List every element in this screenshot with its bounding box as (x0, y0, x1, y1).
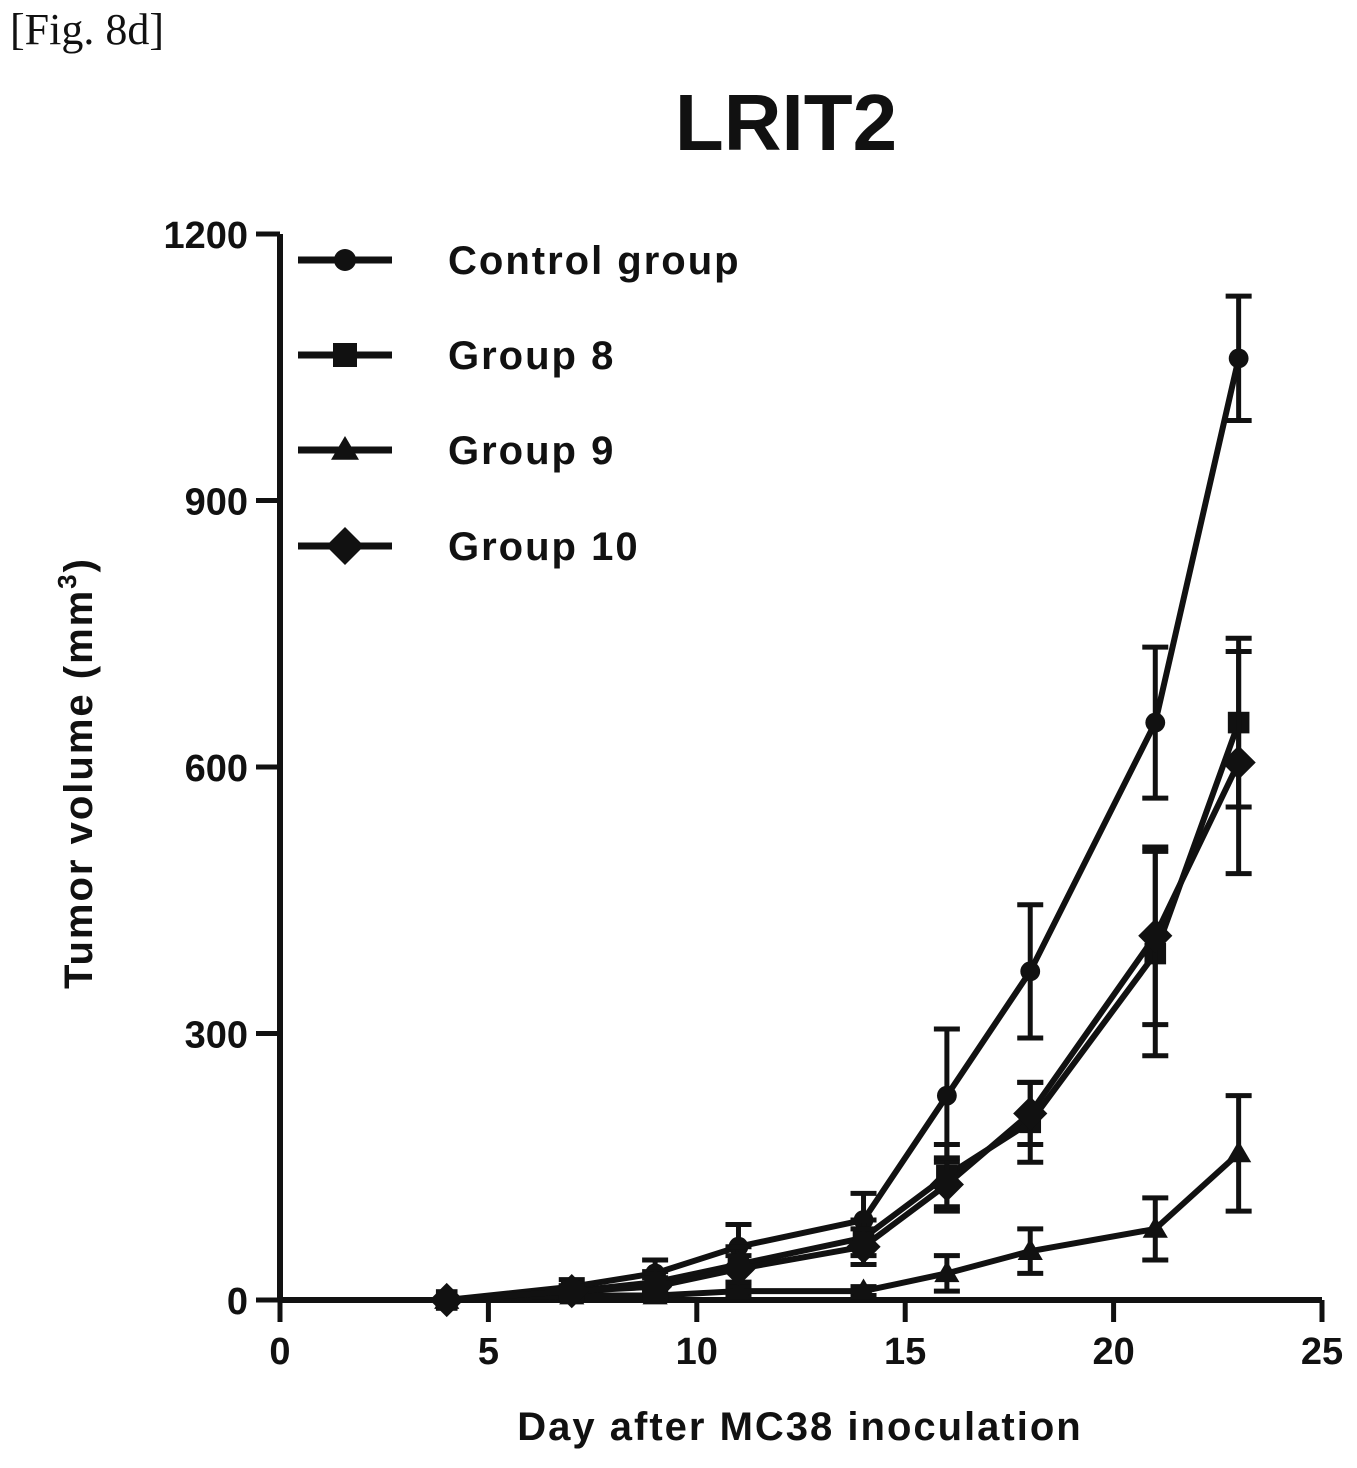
data-point (429, 1282, 464, 1318)
series-layer (429, 293, 1256, 1318)
x-tick-label: 5 (478, 1331, 499, 1373)
figure-label: [Fig. 8d] (10, 5, 164, 54)
legend-entry: Group 9 (298, 429, 615, 473)
series-triangle (434, 1093, 1252, 1309)
y-tick-label: 300 (185, 1015, 248, 1057)
data-point (846, 1229, 881, 1264)
data-point (850, 1278, 877, 1300)
series-diamond (429, 649, 1256, 1318)
legend-marker-circle (334, 249, 356, 271)
y-tick-label: 1200 (163, 215, 248, 257)
chart-title: LRIT2 (675, 78, 897, 167)
legend-entry: Control group (298, 239, 741, 283)
data-point (936, 1085, 957, 1106)
data-point (1228, 348, 1249, 369)
y-axis-title: Tumor volume (mm3) (52, 557, 101, 989)
legend-label: Group 10 (448, 525, 640, 569)
data-point (1013, 1096, 1048, 1131)
legend-label: Group 9 (448, 429, 615, 473)
legend-label: Control group (448, 239, 741, 283)
data-point (638, 1269, 673, 1304)
legend: Control group Group 8 Group 9 Group 10 (298, 239, 741, 569)
legend-marker-diamond (326, 527, 364, 565)
legend-entry: Group 8 (298, 334, 615, 378)
y-tick-label: 900 (185, 482, 248, 524)
data-point (1226, 1140, 1252, 1163)
legend-entry: Group 10 (298, 525, 640, 569)
x-axis-title: Day after MC38 inoculation (517, 1405, 1082, 1449)
data-point (1020, 961, 1041, 982)
legend-marker-triangle (331, 436, 359, 460)
y-axis-title-close: ) (57, 557, 101, 572)
data-point (929, 1167, 964, 1202)
x-tick-label: 20 (1092, 1331, 1134, 1373)
x-tick-label: 0 (269, 1331, 290, 1373)
legend-label: Group 8 (448, 334, 615, 378)
data-point (554, 1274, 589, 1309)
data-point (1142, 1216, 1168, 1238)
data-point (934, 1260, 960, 1283)
y-axis-title-superscript: 3 (52, 572, 82, 588)
data-point (725, 1278, 752, 1300)
legend-marker-square (333, 343, 357, 367)
y-tick-label: 600 (185, 748, 248, 790)
x-tick-label: 10 (676, 1331, 718, 1373)
data-point (1017, 1238, 1043, 1260)
data-point (1221, 745, 1256, 780)
data-point (1145, 712, 1166, 733)
series-line (446, 721, 1242, 1303)
axes: 0 300 600 900 1200 0 5 10 15 20 25 (163, 215, 1343, 1373)
x-tick-label: 15 (884, 1331, 926, 1373)
y-tick-label: 0 (227, 1281, 248, 1323)
data-point (1138, 918, 1173, 953)
data-point (721, 1251, 756, 1287)
series-line (446, 357, 1242, 1303)
y-axis-title-main: Tumor volume (mm (57, 589, 101, 989)
x-tick-label: 25 (1301, 1331, 1343, 1373)
series-line (446, 761, 1242, 1303)
